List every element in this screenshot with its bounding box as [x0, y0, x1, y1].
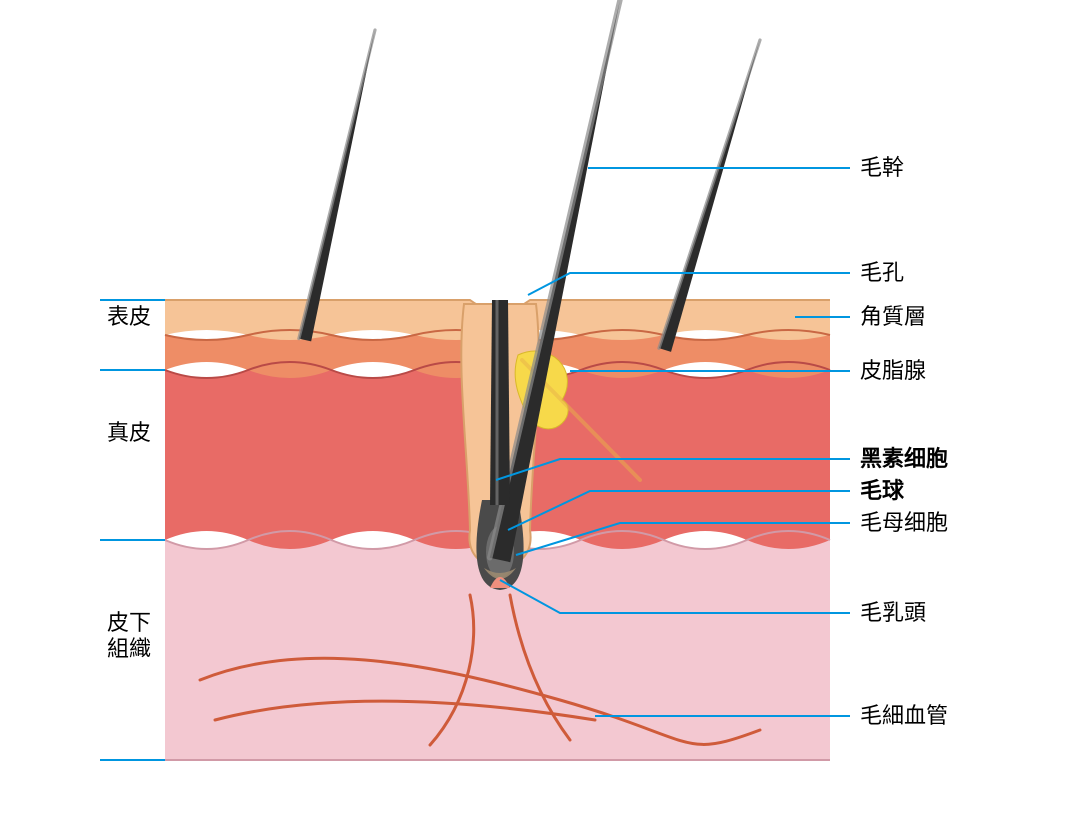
right-label-2: 角質層: [860, 304, 926, 330]
left-label-0-0: 表皮: [107, 304, 151, 330]
skin-diagram-svg: [0, 0, 1080, 824]
diagram-container: 表皮真皮皮下組織 毛幹毛孔角質層皮脂腺黑素细胞毛球毛母细胞毛乳頭毛細血管: [0, 0, 1080, 824]
left-label-1-0: 真皮: [107, 420, 151, 446]
right-label-8: 毛細血管: [860, 703, 948, 729]
right-label-3: 皮脂腺: [860, 358, 926, 384]
right-label-1: 毛孔: [860, 260, 904, 286]
left-label-2-1: 組織: [107, 636, 151, 662]
right-label-7: 毛乳頭: [860, 600, 926, 626]
right-label-5: 毛球: [860, 478, 904, 504]
right-label-6: 毛母细胞: [860, 510, 948, 536]
right-label-4: 黑素细胞: [860, 446, 948, 472]
left-label-2-0: 皮下: [107, 610, 151, 636]
right-label-0: 毛幹: [860, 155, 904, 181]
